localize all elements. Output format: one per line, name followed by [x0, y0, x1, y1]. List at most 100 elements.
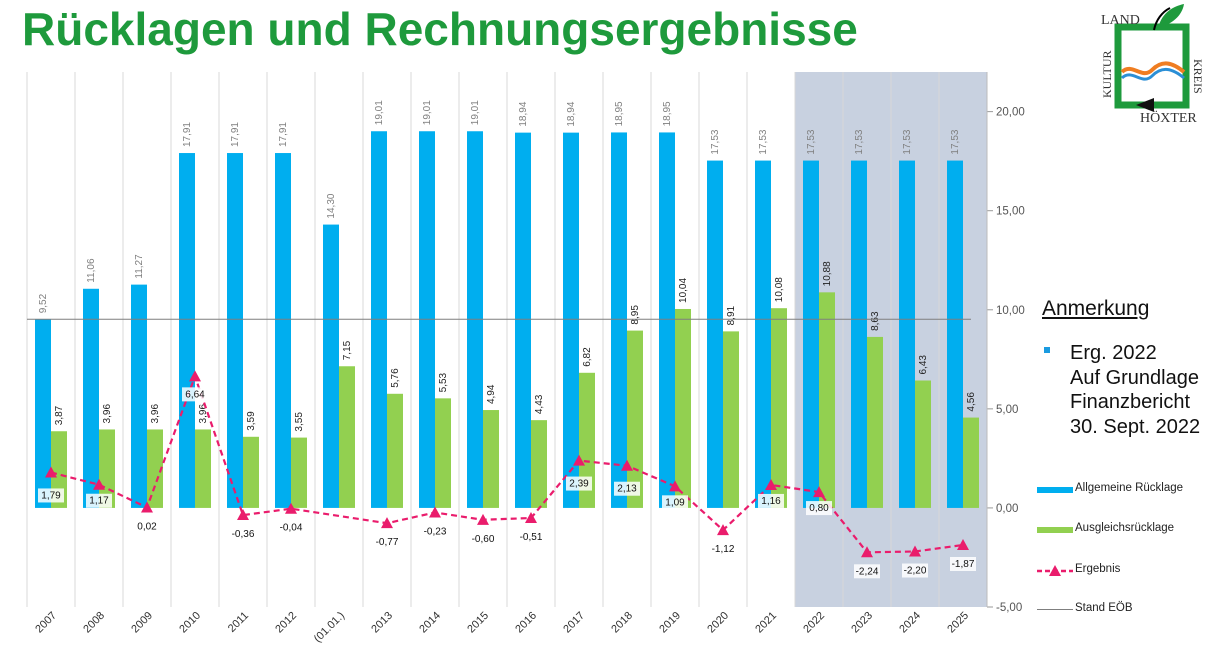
bar-allgemeine-ruecklage	[707, 160, 723, 508]
bar-label-allgemeine-ruecklage: 17,91	[278, 122, 289, 147]
bar-label-allgemeine-ruecklage: 18,94	[518, 101, 529, 126]
bar-ausgleichsruecklage	[579, 372, 595, 508]
x-tick-label: 2010	[177, 610, 203, 636]
y-tick-label: 10,00	[996, 305, 1025, 317]
legend-item-ausgleichsruecklage: Ausgleichsrücklage	[1037, 522, 1207, 538]
note-title: Anmerkung	[1042, 297, 1150, 320]
bar-allgemeine-ruecklage	[659, 132, 675, 508]
bar-allgemeine-ruecklage	[803, 160, 819, 508]
note-line: Auf Grundlage	[1070, 366, 1199, 389]
bar-ausgleichsruecklage	[771, 308, 787, 508]
note-text: Erg. 2022 Auf Grundlage Finanzbericht 30…	[1070, 341, 1200, 439]
ergebnis-label: -0,77	[376, 537, 399, 548]
note-line: Erg. 2022	[1070, 342, 1157, 364]
x-tick-label: 2008	[81, 610, 107, 636]
bar-label-allgemeine-ruecklage: 19,01	[422, 100, 433, 125]
x-tick-label: 2009	[129, 610, 155, 636]
ergebnis-label: 0,02	[137, 522, 157, 533]
note-line: 30. Sept. 2022	[1070, 415, 1201, 438]
ergebnis-label-bg	[614, 481, 640, 496]
bar-allgemeine-ruecklage	[83, 288, 99, 508]
ergebnis-marker	[189, 370, 201, 382]
bar-ausgleichsruecklage	[675, 308, 691, 508]
bar-ausgleichsruecklage	[819, 292, 835, 508]
ergebnis-label: 1,79	[41, 490, 61, 501]
bar-label-ausgleichsruecklage: 8,95	[630, 305, 641, 325]
ergebnis-label-bg	[278, 520, 304, 535]
ergebnis-marker	[381, 517, 393, 529]
ergebnis-marker	[957, 538, 969, 550]
ergebnis-label: 0,80	[809, 503, 829, 514]
ergebnis-marker	[909, 545, 921, 557]
logo-wave-blue	[1120, 68, 1185, 81]
ergebnis-label: -1,12	[712, 544, 735, 555]
bar-allgemeine-ruecklage	[179, 153, 195, 508]
legend-swatch-blue	[1037, 487, 1073, 493]
bar-allgemeine-ruecklage	[851, 160, 867, 508]
bar-label-allgemeine-ruecklage: 19,01	[470, 100, 481, 125]
bar-label-ausgleichsruecklage: 6,43	[918, 355, 929, 375]
bar-ausgleichsruecklage	[723, 331, 739, 508]
ergebnis-label: -0,51	[520, 532, 543, 543]
bar-label-allgemeine-ruecklage: 17,53	[950, 129, 961, 154]
bar-label-ausgleichsruecklage: 3,55	[294, 412, 305, 432]
x-tick-label: 2023	[849, 610, 875, 636]
x-tick-label: 2015	[465, 610, 491, 636]
ergebnis-label: -2,20	[904, 566, 927, 577]
reserves-chart: 20,00 15,00 10,00 5,00 0,00 -5,00 in Millionen…	[26, 72, 1040, 645]
x-tick-label: 2020	[705, 610, 731, 636]
bar-label-ausgleichsruecklage: 10,08	[774, 277, 785, 302]
note-bullet	[1044, 347, 1050, 353]
bar-label-allgemeine-ruecklage: 17,53	[902, 129, 913, 154]
logo-text-left: KULTUR	[1100, 50, 1114, 98]
bar-label-allgemeine-ruecklage: 17,53	[710, 129, 721, 154]
ergebnis-label: 1,16	[761, 496, 781, 507]
bar-label-ausgleichsruecklage: 8,63	[870, 311, 881, 331]
bar-label-ausgleichsruecklage: 3,59	[246, 411, 257, 431]
bar-label-ausgleichsruecklage: 10,88	[822, 261, 833, 286]
ergebnis-marker	[429, 506, 441, 518]
bar-label-allgemeine-ruecklage: 18,95	[614, 101, 625, 126]
ergebnis-marker	[573, 454, 585, 466]
bar-allgemeine-ruecklage	[899, 160, 915, 508]
bar-label-ausgleichsruecklage: 3,87	[54, 405, 65, 425]
x-tick-label: 2022	[801, 610, 827, 636]
bar-ausgleichsruecklage	[435, 398, 451, 508]
logo-text-right: KREIS	[1191, 59, 1205, 94]
quill-icon	[1153, 7, 1171, 31]
bar-label-allgemeine-ruecklage: 17,53	[854, 129, 865, 154]
ergebnis-marker	[813, 486, 825, 498]
bar-ausgleichsruecklage	[867, 336, 883, 508]
ergebnis-label: -0,23	[424, 526, 447, 537]
bar-ausgleichsruecklage	[963, 417, 979, 508]
ergebnis-marker	[717, 524, 729, 536]
bar-label-ausgleichsruecklage: 4,94	[486, 384, 497, 404]
ergebnis-label-bg	[86, 493, 112, 508]
bar-ausgleichsruecklage	[915, 380, 931, 508]
bar-label-ausgleichsruecklage: 3,96	[150, 404, 161, 424]
legend-label: Stand EÖB	[1075, 602, 1133, 614]
ergebnis-marker	[237, 509, 249, 521]
bar-label-allgemeine-ruecklage: 17,91	[230, 122, 241, 147]
bar-label-allgemeine-ruecklage: 11,27	[134, 254, 145, 279]
x-tick-label: (01.01.)	[312, 610, 347, 645]
bar-ausgleichsruecklage	[387, 393, 403, 508]
bar-label-ausgleichsruecklage: 8,91	[726, 305, 737, 325]
ergebnis-label: 2,39	[569, 479, 589, 490]
bar-label-allgemeine-ruecklage: 11,06	[86, 258, 97, 283]
x-tick-label: 2012	[273, 610, 299, 636]
bar-allgemeine-ruecklage	[227, 153, 243, 508]
bar-allgemeine-ruecklage	[323, 224, 339, 508]
ergebnis-label-bg	[374, 535, 400, 550]
logo-wave-orange	[1120, 61, 1186, 76]
ergebnis-label-bg	[230, 527, 256, 542]
ergebnis-marker	[765, 478, 777, 490]
bar-label-ausgleichsruecklage: 5,76	[390, 368, 401, 388]
y-axis-title: in Millionen EUR	[1039, 87, 1040, 242]
bar-label-allgemeine-ruecklage: 14,30	[326, 193, 337, 218]
y-tick-label: 0,00	[996, 503, 1018, 515]
logo-text-bottom: HÖXTER	[1140, 109, 1197, 124]
x-tick-label: 2024	[897, 610, 923, 636]
bar-allgemeine-ruecklage	[515, 132, 531, 508]
ergebnis-label-bg	[38, 488, 64, 503]
